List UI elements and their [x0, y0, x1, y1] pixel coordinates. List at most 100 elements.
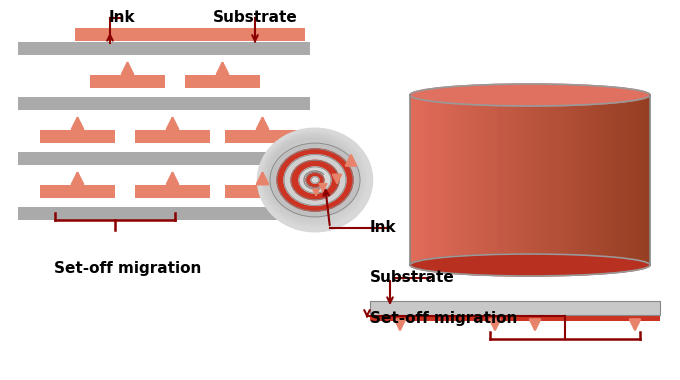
Bar [370, 315, 660, 321]
Bar [40, 130, 115, 142]
Bar [474, 95, 478, 265]
Text: Substrate: Substrate [213, 11, 297, 25]
Bar [526, 95, 530, 265]
Ellipse shape [263, 134, 363, 223]
Bar [410, 95, 414, 265]
Bar [646, 95, 650, 265]
Ellipse shape [311, 177, 319, 183]
Ellipse shape [267, 138, 356, 218]
Bar [550, 95, 554, 265]
Ellipse shape [277, 149, 353, 211]
Bar [462, 95, 466, 265]
Ellipse shape [262, 132, 366, 226]
Text: Substrate: Substrate [370, 271, 455, 285]
Ellipse shape [269, 139, 354, 215]
Bar [558, 95, 562, 265]
Bar [622, 95, 626, 265]
Ellipse shape [284, 155, 346, 206]
Ellipse shape [270, 140, 352, 214]
Bar [18, 42, 310, 55]
Bar [502, 95, 506, 265]
Bar [422, 95, 426, 265]
Bar [634, 95, 638, 265]
Bar [590, 95, 594, 265]
Bar [75, 28, 305, 41]
Text: Set-off migration: Set-off migration [370, 310, 517, 326]
Ellipse shape [258, 129, 371, 231]
Bar [498, 95, 502, 265]
Bar [446, 95, 450, 265]
Ellipse shape [291, 160, 339, 200]
Bar [414, 95, 418, 265]
Bar [438, 95, 442, 265]
Bar [638, 95, 642, 265]
Bar [606, 95, 610, 265]
Bar [522, 95, 526, 265]
Bar [630, 95, 634, 265]
Text: Ink: Ink [109, 11, 135, 25]
Bar [542, 95, 546, 265]
Bar [40, 185, 115, 198]
Bar [614, 95, 618, 265]
Bar [594, 95, 598, 265]
Ellipse shape [258, 128, 373, 232]
Bar [18, 97, 310, 110]
Ellipse shape [262, 133, 364, 224]
Bar [518, 95, 522, 265]
Ellipse shape [260, 130, 369, 229]
Bar [514, 95, 518, 265]
Bar [534, 95, 538, 265]
Bar [442, 95, 446, 265]
Bar [426, 95, 430, 265]
Bar [470, 95, 474, 265]
Bar [225, 130, 300, 142]
Bar [578, 95, 582, 265]
Text: Set-off migration: Set-off migration [54, 261, 202, 276]
Bar [370, 301, 660, 315]
Ellipse shape [268, 138, 356, 217]
Ellipse shape [410, 254, 650, 276]
Ellipse shape [410, 84, 650, 106]
Ellipse shape [260, 131, 369, 228]
Ellipse shape [259, 130, 371, 230]
Bar [185, 74, 260, 87]
Bar [370, 301, 660, 315]
Bar [530, 95, 534, 265]
Bar [482, 95, 486, 265]
Bar [225, 185, 300, 198]
Bar [598, 95, 602, 265]
Ellipse shape [262, 133, 365, 225]
Ellipse shape [265, 135, 361, 222]
Text: Ink: Ink [370, 220, 396, 236]
Ellipse shape [265, 136, 360, 221]
Ellipse shape [306, 173, 324, 187]
Bar [554, 95, 558, 265]
Bar [454, 95, 458, 265]
Bar [574, 95, 578, 265]
Bar [466, 95, 470, 265]
Bar [610, 95, 614, 265]
Bar [506, 95, 510, 265]
Bar [486, 95, 490, 265]
Bar [642, 95, 646, 265]
Bar [490, 95, 494, 265]
Ellipse shape [267, 137, 358, 219]
Bar [538, 95, 542, 265]
Bar [582, 95, 586, 265]
Bar [90, 74, 165, 87]
Ellipse shape [264, 135, 362, 222]
Ellipse shape [270, 143, 360, 217]
Bar [135, 130, 210, 142]
Bar [510, 95, 514, 265]
Bar [618, 95, 622, 265]
Bar [494, 95, 498, 265]
Ellipse shape [299, 167, 331, 193]
Bar [566, 95, 570, 265]
Ellipse shape [269, 139, 354, 216]
Bar [18, 207, 310, 220]
Bar [570, 95, 574, 265]
Ellipse shape [266, 136, 358, 220]
Bar [18, 152, 310, 165]
Bar [546, 95, 550, 265]
Bar [478, 95, 482, 265]
